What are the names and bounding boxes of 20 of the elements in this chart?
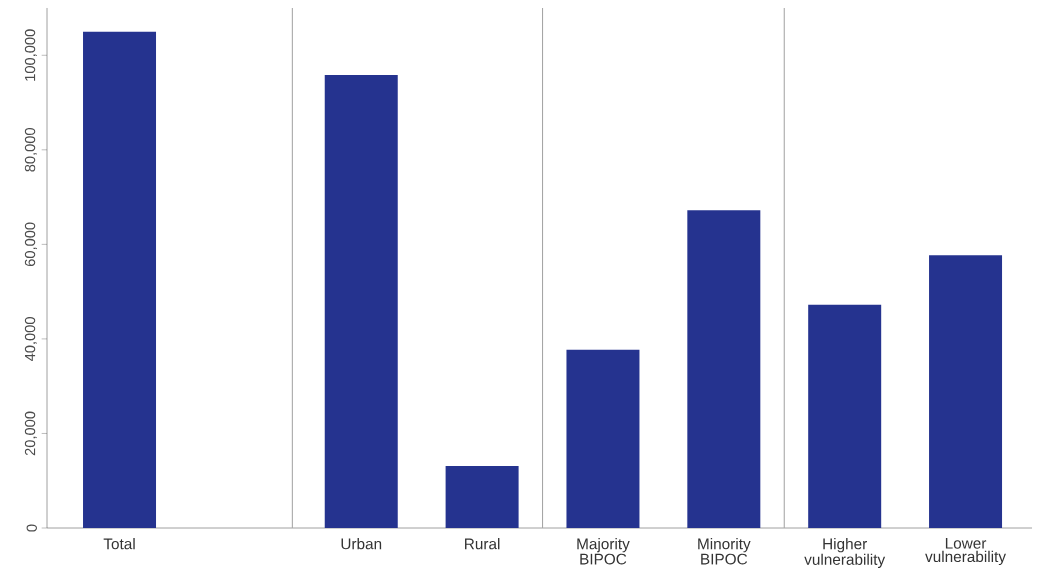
y-tick-label: 20,000 — [24, 411, 37, 456]
x-tick-label: Urban — [341, 538, 382, 550]
bar — [324, 75, 398, 528]
bar — [445, 466, 519, 528]
y-tick-label: 0 — [26, 524, 37, 532]
x-tick-label: Lower vulnerability — [925, 538, 1006, 566]
bar — [808, 304, 882, 528]
x-tick-label: Rural — [465, 538, 500, 550]
bar — [687, 210, 761, 528]
bar — [83, 31, 157, 528]
y-tick-label: 80,000 — [24, 127, 37, 172]
x-tick-label: Higher vulnerability — [804, 538, 886, 568]
bar — [566, 349, 640, 528]
x-tick-label: Minority BIPOC — [698, 538, 751, 565]
y-tick-label: 100,000 — [24, 29, 37, 81]
y-tick-label: 60,000 — [24, 222, 37, 267]
x-tick-label: Total — [103, 538, 135, 550]
bar — [929, 255, 1003, 528]
y-tick-label: 40,000 — [24, 317, 37, 361]
x-tick-label: Majority BIPOC — [577, 538, 630, 565]
